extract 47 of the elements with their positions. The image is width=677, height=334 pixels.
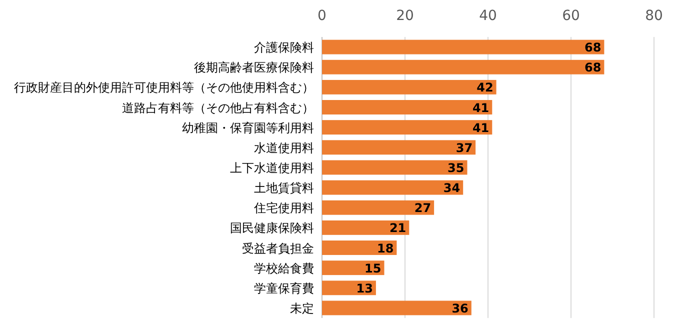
data-label: 13 [356, 281, 373, 296]
data-label: 41 [472, 100, 490, 115]
data-label: 41 [472, 120, 490, 135]
y-tick-label: 上下水道使用料 [230, 160, 314, 175]
bar [322, 100, 492, 114]
data-label: 37 [456, 140, 473, 155]
y-tick-label: 住宅使用料 [253, 201, 314, 216]
data-label: 68 [584, 40, 602, 55]
data-label: 27 [414, 201, 432, 216]
data-label: 18 [376, 241, 394, 256]
data-label: 21 [389, 221, 406, 236]
bar [322, 180, 464, 195]
y-tick-label: 水道使用料 [254, 140, 314, 155]
data-label: 36 [452, 301, 468, 316]
y-tick-label: 受益者負担金 [242, 241, 314, 256]
y-tick-label: 後期高齢者医療保険料 [194, 60, 314, 75]
bar [322, 140, 476, 155]
x-tick-label: 20 [396, 8, 414, 24]
bar [322, 160, 468, 175]
y-tick-label: 行政財産目的外使用許可使用料等（その他使用料含む） [14, 80, 314, 95]
bar [322, 220, 410, 235]
x-tick-label: 80 [645, 8, 663, 24]
data-label: 68 [584, 60, 602, 75]
bar [322, 60, 604, 74]
bar [322, 300, 472, 316]
x-tick-label: 60 [562, 8, 580, 24]
y-tick-label: 道路占有料等（その他占有料含む） [122, 100, 314, 115]
y-tick-label: 幼稚園・保育園等利用料 [182, 120, 314, 135]
x-tick-label: 40 [479, 8, 497, 24]
y-tick-label: 国民健康保険料 [230, 221, 314, 236]
bar [322, 120, 492, 135]
bar [322, 280, 376, 296]
y-tick-label: 介護保険料 [254, 40, 314, 55]
y-tick-label: 学校給食費 [254, 261, 314, 276]
data-label: 34 [443, 181, 460, 196]
data-label: 42 [476, 80, 494, 95]
x-tick-label: 0 [318, 8, 326, 24]
data-label: 15 [364, 261, 382, 276]
bar [322, 260, 384, 276]
y-tick-label: 土地賃貸料 [254, 181, 314, 196]
y-tick-label: 学童保育費 [254, 281, 314, 296]
bar [322, 200, 434, 215]
data-label: 35 [448, 160, 464, 175]
bar [322, 40, 604, 54]
bar [322, 80, 496, 94]
y-tick-label: 未定 [290, 301, 314, 316]
bar [322, 240, 397, 255]
